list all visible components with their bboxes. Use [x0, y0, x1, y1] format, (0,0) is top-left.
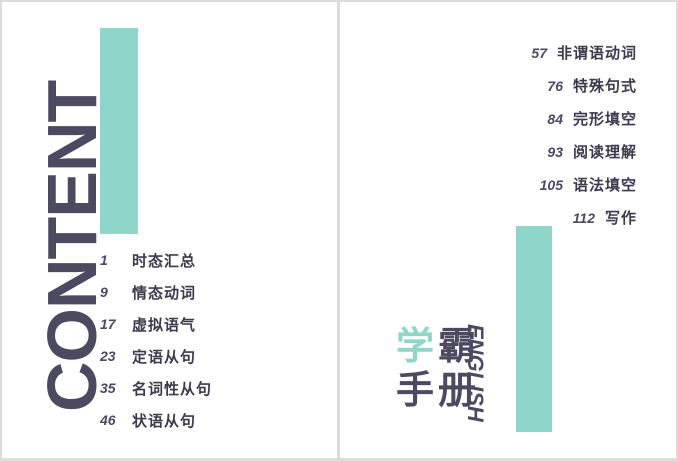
toc-title: 写作 — [604, 210, 637, 227]
brand-line: 手册 — [396, 369, 480, 413]
toc-page-number: 1 — [100, 252, 108, 268]
toc-title: 阅读理解 — [572, 144, 637, 161]
toc-title: 非谓语动词 — [556, 45, 637, 62]
toc-item[interactable]: 9 情态动词 — [100, 276, 212, 308]
toc-page-number: 23 — [100, 348, 116, 364]
brand-char: 霸 — [438, 326, 481, 368]
toc-item[interactable]: 93 阅读理解 — [531, 135, 637, 168]
toc-page-number: 112 — [572, 209, 595, 226]
brand-char: 手 — [396, 370, 439, 412]
toc-title: 情态动词 — [132, 284, 197, 302]
toc-title: 语法填空 — [572, 177, 637, 194]
content-heading: CONTENT — [33, 80, 111, 412]
toc-page-number: 17 — [100, 316, 116, 332]
toc-item[interactable]: 46 状语从句 — [100, 404, 212, 436]
toc-title: 定语从句 — [132, 348, 197, 366]
toc-item[interactable]: 17 虚拟语气 — [100, 308, 212, 340]
toc-page-number: 93 — [547, 143, 563, 160]
toc-page-number: 105 — [539, 176, 563, 193]
accent-bar — [100, 28, 138, 234]
brand-char: 册 — [438, 370, 481, 412]
toc-title: 特殊句式 — [572, 78, 637, 95]
toc-item[interactable]: 23 定语从句 — [100, 340, 212, 372]
toc-page-number: 46 — [100, 412, 116, 428]
brand-title: 学霸 手册 — [396, 325, 480, 413]
toc-item[interactable]: 112 写作 — [531, 201, 637, 234]
toc-page-number: 35 — [100, 380, 116, 396]
toc-title: 完形填空 — [572, 111, 637, 128]
toc-title: 状语从句 — [132, 412, 197, 430]
english-label: ENGLISH — [463, 324, 488, 422]
left-page: CONTENT 1 时态汇总 9 情态动词 17 虚拟语气 23 定语从句 35 名词性从… — [2, 2, 337, 458]
toc-page-number: 84 — [547, 110, 563, 127]
brand-line: 学霸 — [396, 325, 480, 369]
toc-title: 名词性从句 — [132, 380, 213, 398]
toc-item[interactable]: 105 语法填空 — [531, 168, 637, 201]
toc-item[interactable]: 57 非谓语动词 — [531, 36, 637, 69]
brand-char: 学 — [396, 326, 439, 368]
accent-bar — [516, 226, 552, 432]
toc-page-number: 9 — [100, 284, 108, 300]
toc-item[interactable]: 84 完形填空 — [531, 102, 637, 135]
toc-title: 时态汇总 — [132, 252, 197, 270]
toc-page-number: 57 — [531, 44, 547, 61]
toc-item[interactable]: 1 时态汇总 — [100, 244, 212, 276]
toc-list: 1 时态汇总 9 情态动词 17 虚拟语气 23 定语从句 35 名词性从句 46 状语从句 — [100, 244, 212, 436]
right-page: 57 非谓语动词 76 特殊句式 84 完形填空 93 阅读理解 105 语法填空 112… — [340, 2, 676, 458]
toc-item[interactable]: 35 名词性从句 — [100, 372, 212, 404]
toc-item[interactable]: 76 特殊句式 — [531, 69, 637, 102]
toc-page-number: 76 — [547, 77, 563, 94]
toc-list: 57 非谓语动词 76 特殊句式 84 完形填空 93 阅读理解 105 语法填空 112… — [531, 36, 637, 234]
toc-title: 虚拟语气 — [132, 316, 197, 334]
